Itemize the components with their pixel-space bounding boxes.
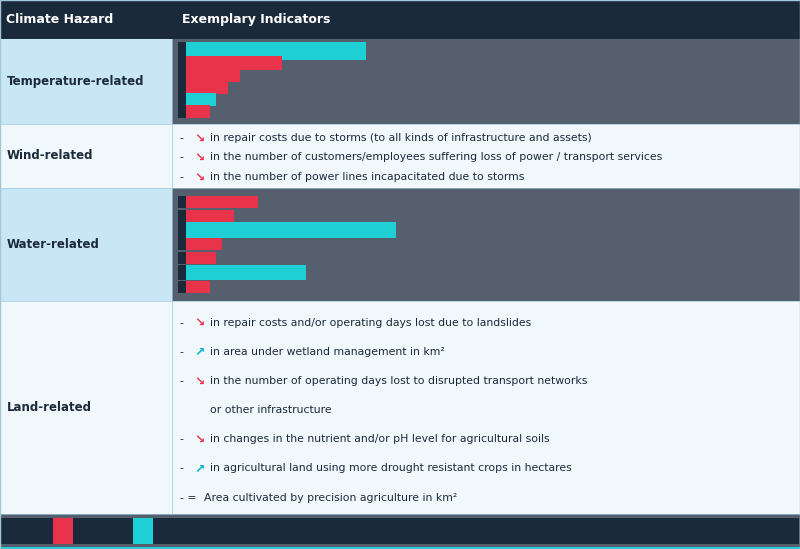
Bar [0, 188, 172, 301]
Text: in repair costs and/or operating days lost due to landslides: in repair costs and/or operating days lo… [210, 318, 532, 328]
Text: ↘: ↘ [194, 170, 205, 183]
Text: Water-related: Water-related [6, 238, 99, 251]
Bar [0, 124, 172, 188]
Text: in changes in the nutrient and/or pH level for agricultural soils: in changes in the nutrient and/or pH lev… [210, 434, 550, 444]
Text: Temperature-related: Temperature-related [6, 75, 144, 88]
Bar [178, 196, 186, 208]
Text: -: - [180, 153, 187, 163]
Bar [186, 196, 258, 208]
Bar [178, 57, 186, 70]
Bar [0, 546, 800, 549]
Text: -: - [180, 172, 187, 182]
Bar [186, 253, 216, 264]
Bar [178, 238, 186, 250]
Bar [172, 124, 800, 188]
Bar [0, 301, 172, 513]
Text: -: - [180, 347, 187, 357]
Bar [178, 81, 186, 94]
Bar [178, 93, 186, 106]
Text: ↘: ↘ [194, 433, 205, 446]
Bar [178, 69, 186, 82]
Bar [0, 39, 172, 124]
Bar [178, 253, 186, 264]
Text: Climate Hazard: Climate Hazard [6, 13, 114, 26]
Text: in the number of operating days lost to disrupted transport networks: in the number of operating days lost to … [210, 376, 588, 386]
Bar [0, 513, 800, 549]
Text: -: - [180, 434, 187, 444]
Bar [178, 42, 186, 60]
Text: ↗: ↗ [194, 462, 205, 475]
Bar [178, 222, 186, 238]
Text: in the number of power lines incapacitated due to storms: in the number of power lines incapacitat… [210, 172, 525, 182]
Bar [186, 265, 306, 280]
Text: Land-related: Land-related [6, 401, 91, 414]
Bar [186, 42, 366, 60]
Bar [186, 81, 229, 94]
Text: ↗: ↗ [194, 345, 205, 358]
Bar [153, 518, 799, 544]
Text: Exemplary Indicators: Exemplary Indicators [182, 13, 330, 26]
Text: Wind-related: Wind-related [6, 149, 93, 162]
Bar [178, 105, 186, 118]
Text: in area under wetland management in km²: in area under wetland management in km² [210, 347, 445, 357]
Bar [172, 188, 800, 301]
Text: Area cultivated by precision agriculture in km²: Area cultivated by precision agriculture… [204, 492, 458, 502]
Text: in agricultural land using more drought resistant crops in hectares: in agricultural land using more drought … [210, 463, 572, 473]
Bar [186, 281, 210, 293]
Bar [186, 222, 397, 238]
Text: - =: - = [180, 492, 200, 502]
Bar [178, 265, 186, 280]
Bar [186, 93, 216, 106]
Text: -: - [180, 463, 187, 473]
Bar [178, 281, 186, 293]
Text: -: - [180, 376, 187, 386]
Text: in repair costs due to storms (to all kinds of infrastructure and assets): in repair costs due to storms (to all ki… [210, 133, 592, 143]
Bar [186, 105, 210, 118]
Bar [1, 518, 53, 544]
Text: ↘: ↘ [194, 132, 205, 144]
Bar [53, 518, 73, 544]
Bar [186, 238, 222, 250]
Bar [172, 301, 800, 513]
Bar [178, 210, 186, 222]
Bar [73, 518, 133, 544]
Bar [133, 518, 153, 544]
Text: or other infrastructure: or other infrastructure [210, 405, 332, 415]
Text: ↘: ↘ [194, 151, 205, 164]
Bar [0, 0, 800, 39]
Text: -: - [180, 318, 187, 328]
Bar [172, 39, 800, 124]
Text: ↘: ↘ [194, 374, 205, 388]
Text: ↘: ↘ [194, 316, 205, 329]
Bar [186, 69, 240, 82]
Bar [186, 210, 234, 222]
Text: -: - [180, 133, 187, 143]
Bar [186, 57, 282, 70]
Text: in the number of customers/employees suffering loss of power / transport service: in the number of customers/employees suf… [210, 153, 662, 163]
